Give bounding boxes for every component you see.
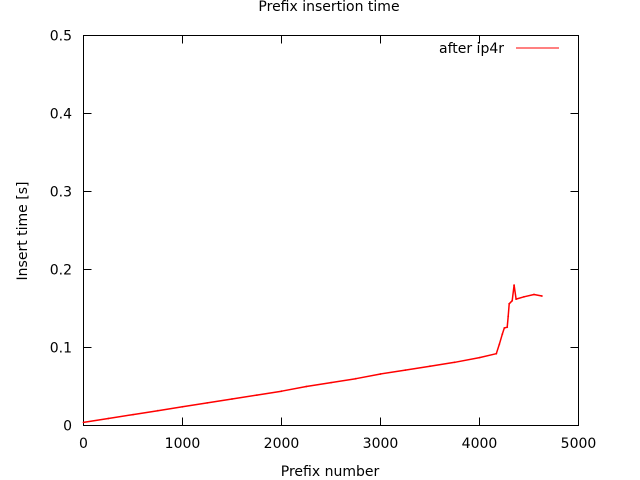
x-tick-label: 3000 (363, 436, 399, 452)
x-axis-title: Prefix number (281, 464, 380, 480)
data-point (181, 405, 184, 408)
data-point (156, 409, 159, 412)
chart-title: Prefix insertion time (258, 0, 399, 15)
data-point (478, 356, 481, 359)
x-tick-label: 5000 (561, 436, 597, 452)
data-point (354, 377, 357, 380)
data-point (533, 293, 535, 296)
data-point (498, 343, 501, 346)
data-point (515, 298, 517, 300)
series-line (83, 284, 543, 424)
data-point (330, 381, 332, 384)
y-tick-label: 0.1 (50, 341, 72, 357)
data-point (501, 333, 504, 336)
x-tick-label: 0 (79, 436, 88, 452)
x-tick-label: 4000 (462, 436, 498, 452)
data-point (541, 295, 543, 297)
data-point (379, 373, 382, 375)
data-point (503, 327, 506, 329)
data-point (507, 315, 510, 318)
series-layer (82, 284, 543, 424)
y-tick-label: 0.4 (50, 107, 72, 123)
y-axis-title: Insert time [s] (15, 182, 31, 281)
data-point (206, 402, 209, 404)
data-point (231, 398, 233, 400)
x-axis: 0 1000 2000 3000 4000 5000 (79, 35, 597, 452)
x-tick-label: 1000 (165, 436, 201, 452)
data-point (511, 299, 514, 302)
x-tick-label: 2000 (264, 436, 300, 452)
data-point (280, 390, 283, 393)
plot-frame (83, 35, 579, 426)
y-axis: 0 0.1 0.2 0.3 0.4 0.5 (50, 29, 579, 435)
data-point (453, 361, 456, 364)
data-point (82, 421, 85, 424)
data-point (523, 295, 525, 298)
data-point (513, 284, 515, 286)
data-point (429, 365, 431, 368)
y-tick-label: 0.5 (50, 29, 72, 45)
data-point (508, 302, 511, 305)
y-tick-label: 0.3 (50, 185, 72, 201)
data-point (305, 385, 308, 388)
data-point (404, 369, 407, 371)
legend-label: after ip4r (439, 41, 504, 57)
legend: after ip4r (439, 41, 559, 57)
data-point (107, 417, 110, 420)
data-point (132, 413, 134, 416)
y-tick-label: 0.2 (50, 263, 72, 279)
data-point (506, 326, 509, 329)
y-tick-label: 0 (63, 419, 72, 435)
data-point (255, 394, 258, 396)
data-point (495, 352, 498, 355)
